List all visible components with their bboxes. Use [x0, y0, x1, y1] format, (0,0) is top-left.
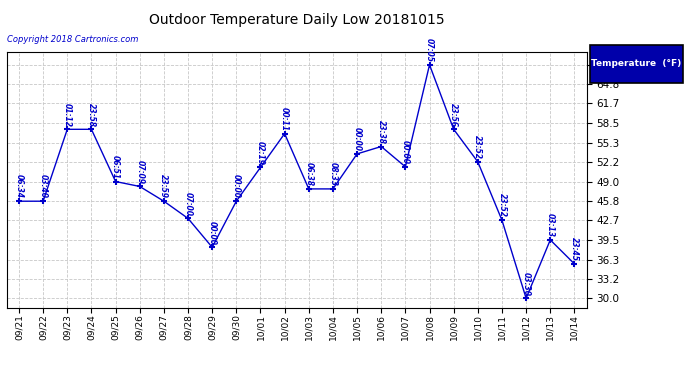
- Text: 00:00: 00:00: [232, 174, 241, 198]
- Text: 00:11: 00:11: [280, 107, 289, 131]
- Text: 07:09: 07:09: [135, 160, 144, 184]
- Text: 00:00: 00:00: [208, 220, 217, 245]
- Text: 23:52: 23:52: [497, 194, 506, 217]
- Text: 23:59: 23:59: [159, 174, 168, 198]
- Text: 02:19: 02:19: [256, 141, 265, 165]
- Text: 07:00: 07:00: [184, 192, 193, 216]
- Text: 23:45: 23:45: [570, 237, 579, 261]
- Text: Temperature  (°F): Temperature (°F): [591, 59, 682, 68]
- Text: 03:40: 03:40: [39, 174, 48, 198]
- Text: 23:52: 23:52: [473, 135, 482, 159]
- Text: Copyright 2018 Cartronics.com: Copyright 2018 Cartronics.com: [7, 34, 138, 44]
- Text: 00:00: 00:00: [401, 140, 410, 164]
- Text: 08:33: 08:33: [328, 162, 337, 186]
- Text: 23:58: 23:58: [87, 102, 96, 126]
- Text: 23:38: 23:38: [377, 120, 386, 144]
- Text: 06:51: 06:51: [111, 155, 120, 179]
- Text: Outdoor Temperature Daily Low 20181015: Outdoor Temperature Daily Low 20181015: [149, 13, 444, 27]
- Text: 03:30: 03:30: [522, 272, 531, 296]
- Text: 06:38: 06:38: [304, 162, 313, 186]
- Text: 06:34: 06:34: [14, 174, 23, 198]
- Text: 03:13: 03:13: [546, 213, 555, 237]
- Text: 07:05: 07:05: [425, 38, 434, 62]
- Text: 01:12: 01:12: [63, 102, 72, 126]
- Text: 00:00: 00:00: [353, 127, 362, 151]
- Text: 23:56: 23:56: [449, 102, 458, 126]
